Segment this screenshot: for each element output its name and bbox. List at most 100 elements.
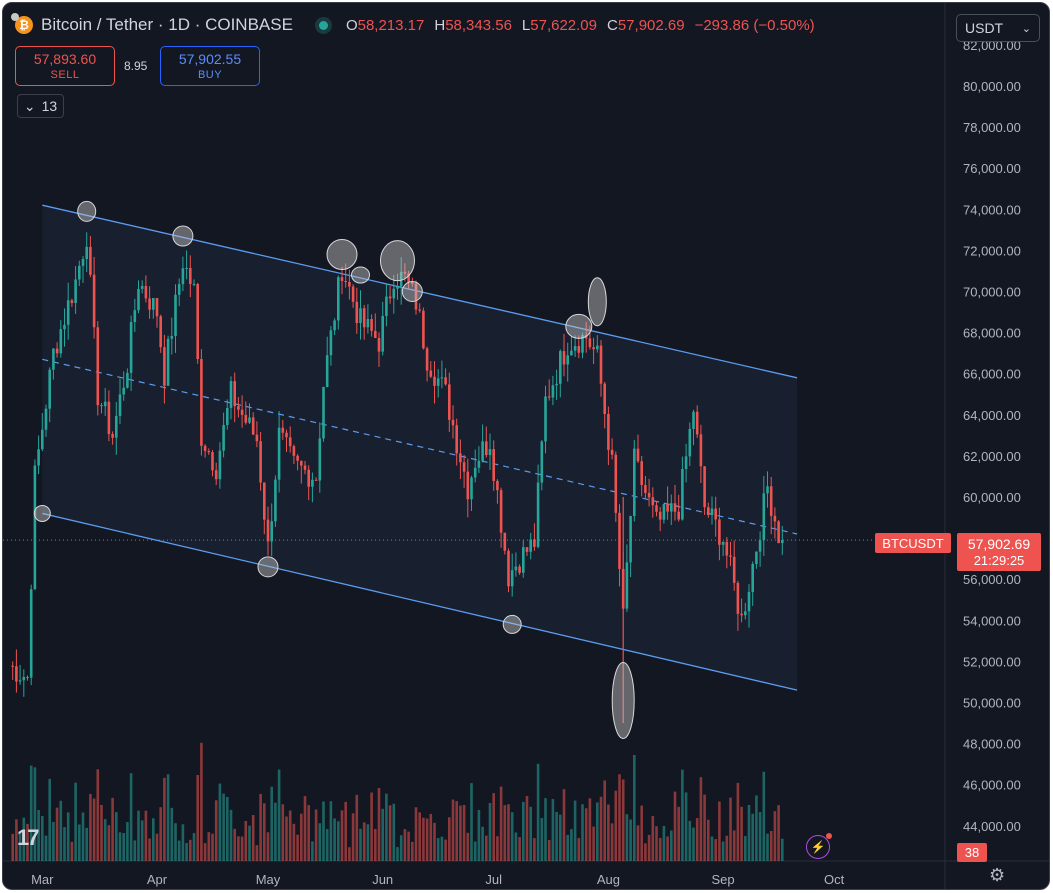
candle-body [732,556,736,583]
candle-body [129,322,133,373]
candle-body [510,570,514,587]
price-tick-label: 72,000.00 [963,243,1021,258]
candle-body [218,450,222,480]
bitcoin-logo-icon: ₿ [11,13,33,34]
last-price-tag: 57,902.69 21:29:25 [957,533,1041,571]
volume-bar [533,838,536,861]
close-label: C [607,16,618,34]
volume-bar [621,779,625,861]
candle-body [15,666,18,682]
candle-body [359,308,362,324]
candle-body [196,284,199,360]
price-chart[interactable]: 82,000.0080,000.0078,000.0076,000.0074,0… [3,3,1049,889]
candle-body [448,384,451,420]
buy-button[interactable]: 57,902.55 BUY [160,46,260,86]
candle-body [670,503,673,512]
indicators-toggle-button[interactable]: ⌄ 13 [17,94,64,118]
candle-body [629,516,632,563]
candle-body [100,405,103,407]
volume-bar [111,797,114,861]
candle-body [66,300,70,325]
low-label: L [521,16,531,34]
volume-bar [296,834,299,861]
volume-bar [233,828,236,861]
candle-body [603,383,606,414]
volume-bar [529,806,532,861]
candle-body [296,455,299,461]
candle-body [747,591,751,612]
volume-bar [29,765,33,861]
volume-bar [218,783,222,861]
candle-body [610,449,614,455]
volume-bar [322,801,325,861]
candle-body [607,413,610,450]
volume-bar [618,774,621,861]
candle-body [692,411,695,429]
volume-bar [677,806,680,861]
symbol-header: ₿ Bitcoin / Tether · 1D · COINBASE O58,2… [11,13,815,35]
volume-bar [203,843,207,861]
touch-marker [587,277,607,327]
price-tick-label: 74,000.00 [963,202,1021,217]
price-tick-label: 54,000.00 [963,613,1021,628]
candle-body [337,277,340,321]
volume-bar [551,798,555,861]
candle-body [148,298,151,310]
sell-button[interactable]: 57,893.60 SELL [15,46,115,86]
candle-body [388,296,392,299]
volume-bar [718,801,721,861]
candle-body [26,677,29,679]
candle-body [385,296,388,316]
volume-bar [455,801,458,861]
settings-gear-icon[interactable]: ⚙ [989,865,1006,885]
candle-body [633,448,636,517]
candle-body [695,411,699,435]
candle-body [126,372,129,388]
sell-price: 57,893.60 [33,51,97,67]
chevron-down-icon: ⌄ [23,97,36,114]
buy-price: 57,902.55 [178,51,242,67]
volume-bar [214,800,218,861]
volume-bar [388,805,392,861]
volume-bar [477,809,481,861]
channel-median-line [42,358,798,535]
lightning-icon[interactable]: ⚡ [806,833,832,859]
high-value: 58,343.56 [445,16,512,34]
volume-bar [92,798,96,861]
volume-bar [185,842,188,861]
volume-bar [592,826,595,861]
time-tick-label: Sep [712,872,735,887]
candle-body [599,345,603,384]
candle-body [170,336,174,339]
volume-bar [681,769,684,861]
price-tick-label: 68,000.00 [963,326,1021,341]
spread-value: 8.95 [124,59,148,73]
volume-bar [655,826,658,861]
volume-bar [769,830,773,861]
volume-bar [658,838,662,861]
candle-body [666,504,669,512]
volume-bar [392,803,396,861]
tradingview-logo-icon[interactable]: 17 [17,825,40,850]
volume-bar [344,801,347,861]
volume-bar [181,824,185,861]
time-tick-label: Mar [31,872,54,887]
volume-bar [666,836,669,861]
candle-body [63,324,66,330]
candle-body [78,265,81,280]
volume-bar [470,783,473,861]
price-tick-label: 80,000.00 [963,79,1021,94]
volume-bar [166,774,170,861]
volume-bar [37,809,40,861]
volume-bar [440,836,444,861]
candle-body [259,441,262,483]
candle-body [429,370,433,377]
currency-select[interactable]: USDT ⌄ [956,14,1040,42]
candle-body [425,348,429,371]
volume-bar [629,819,632,861]
symbol-tag: BTCUSDT [875,533,951,553]
ohlc-values: O58,213.17 H58,343.56 L57,622.09 C57,902… [346,17,815,34]
symbol-title[interactable]: Bitcoin / Tether · 1D · COINBASE [41,15,293,34]
candle-body [137,288,140,311]
